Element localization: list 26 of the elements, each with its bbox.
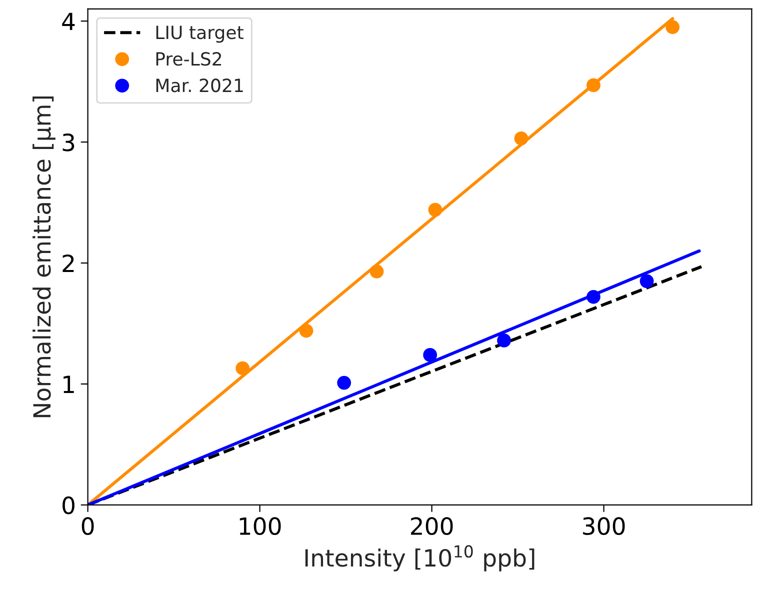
point <box>640 274 654 288</box>
legend-label: LIU target <box>156 26 244 43</box>
x-tick-label: 300 <box>583 517 625 536</box>
y-tick-label: 4 <box>62 12 75 30</box>
x-tick-label: 200 <box>410 517 453 536</box>
x-tick-label: 100 <box>240 517 281 536</box>
legend-label: Mar. 2021 <box>156 78 243 92</box>
point <box>586 290 600 304</box>
x-tick-label: 0 <box>82 517 94 536</box>
point <box>236 361 250 376</box>
point <box>423 348 438 362</box>
point <box>299 324 314 338</box>
y-tick-label: 2 <box>62 254 74 272</box>
y-tick-label: 1 <box>64 376 74 393</box>
legend-label: Pre-LS2 <box>156 52 222 66</box>
point <box>337 376 352 390</box>
point <box>428 202 442 217</box>
y-tick-label: 0 <box>62 496 74 514</box>
point <box>666 20 680 34</box>
point <box>497 333 511 348</box>
y-axis-title: Normalized emittance [μm] <box>32 96 56 418</box>
y-tick-label: 3 <box>62 133 74 152</box>
point <box>370 264 384 278</box>
point <box>586 78 600 92</box>
x-axis-title: Intensity [10$^{10}$ ppb] <box>305 545 534 572</box>
point <box>514 131 528 146</box>
